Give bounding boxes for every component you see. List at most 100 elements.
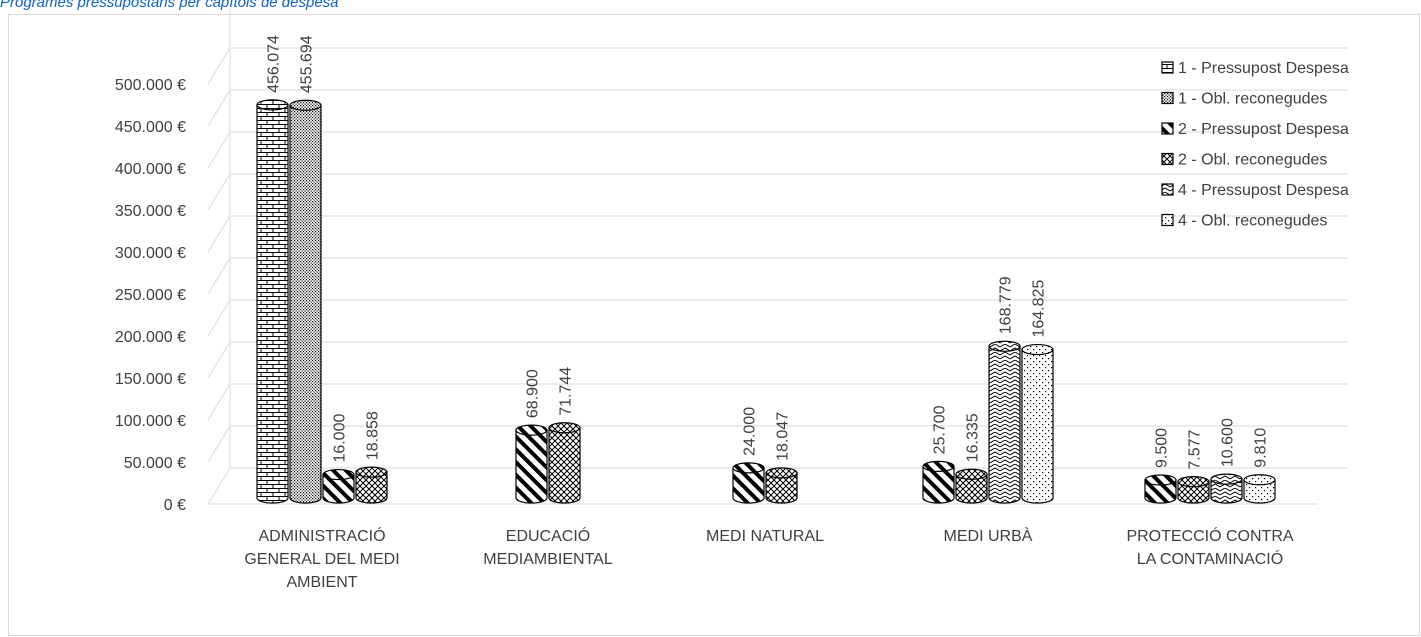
- bar-top: [1021, 343, 1054, 356]
- data-label: 7.577: [1187, 429, 1204, 469]
- gridline-depth: [207, 341, 231, 379]
- legend-item: 2 - Obl. reconegudes: [1161, 152, 1327, 169]
- data-label: 164.825: [1031, 280, 1048, 338]
- gridline-depth: [207, 257, 231, 295]
- gridline-depth: [207, 89, 231, 127]
- bar-top: [1177, 476, 1210, 488]
- page-title: Programes pressupostaris per capítols de…: [0, 0, 339, 11]
- bar-body: [355, 471, 388, 504]
- legend-label: 2 - Obl. reconegudes: [1178, 152, 1327, 169]
- bar-body: [765, 472, 798, 504]
- gridline-depth: [207, 299, 231, 337]
- bar-body: [1243, 479, 1276, 504]
- data-label: 9.810: [1253, 428, 1270, 468]
- legend-item: 1 - Obl. reconegudes: [1161, 91, 1327, 108]
- bar-top: [548, 422, 581, 434]
- bar-top: [955, 468, 988, 480]
- bar-body: [1021, 348, 1054, 504]
- y-tick-label: 350.000 €: [115, 203, 186, 220]
- data-label: 71.744: [558, 367, 575, 416]
- legend-item: 2 - Pressupost Despesa: [1161, 121, 1349, 138]
- legend-swatch: [1161, 183, 1174, 196]
- bar-body: [256, 104, 289, 504]
- bar-top: [355, 466, 388, 478]
- y-tick-label: 0 €: [164, 497, 186, 514]
- bar-body: [732, 467, 765, 504]
- bar: [1144, 474, 1177, 504]
- data-label: 24.000: [742, 407, 759, 456]
- data-label: 10.600: [1220, 418, 1237, 467]
- bar-top: [765, 467, 798, 479]
- bar: [1243, 474, 1276, 504]
- bar: [322, 468, 355, 504]
- legend-swatch: [1161, 152, 1174, 166]
- bar-top: [1243, 474, 1276, 486]
- legend-item: 1 - Pressupost Despesa: [1161, 60, 1349, 77]
- y-tick-label: 250.000 €: [115, 287, 186, 304]
- legend-item: 4 - Pressupost Despesa: [1161, 182, 1349, 199]
- x-tick-label: MEDI NATURAL: [706, 528, 824, 545]
- bar: [988, 340, 1021, 504]
- y-tick-label: 500.000 €: [115, 77, 186, 94]
- data-label: 455.694: [299, 35, 316, 93]
- legend-label: 4 - Obl. reconegudes: [1178, 213, 1327, 230]
- bar: [1210, 473, 1243, 504]
- bar-top: [256, 99, 289, 111]
- data-label: 9.500: [1154, 428, 1171, 468]
- bar: [289, 99, 322, 504]
- y-tick-label: 200.000 €: [115, 329, 186, 346]
- data-label: 18.858: [365, 411, 382, 460]
- legend-swatch: [1161, 122, 1174, 135]
- y-tick-label: 450.000 €: [115, 119, 186, 136]
- gridline-depth: [207, 131, 231, 169]
- bar: [1021, 343, 1054, 504]
- gridline-depth: [207, 467, 231, 505]
- bar: [256, 99, 289, 504]
- bar: [765, 467, 798, 504]
- legend-label: 1 - Pressupost Despesa: [1178, 60, 1349, 77]
- legend-swatch: [1161, 213, 1174, 227]
- bar-body: [515, 429, 548, 504]
- bar-body: [955, 473, 988, 504]
- bar-body: [1177, 481, 1210, 504]
- y-tick-label: 50.000 €: [124, 455, 186, 472]
- legend-swatch: [1161, 91, 1174, 105]
- data-label: 168.779: [998, 276, 1015, 334]
- data-label: 18.047: [775, 412, 792, 461]
- bar-body: [322, 473, 355, 504]
- bar-body: [289, 104, 322, 504]
- gridline-depth: [207, 383, 231, 421]
- bar-top: [922, 460, 955, 473]
- x-tick-label: MEDI URBÀ: [944, 526, 1033, 545]
- gridline-depth: [207, 173, 231, 211]
- y-tick-label: 150.000 €: [115, 371, 186, 388]
- gridline-depth: [207, 47, 231, 85]
- legend-swatch: [1161, 61, 1174, 74]
- bar-top: [322, 468, 355, 481]
- bar: [548, 422, 581, 504]
- gridline-depth: [207, 425, 231, 463]
- bar: [955, 468, 988, 504]
- data-label: 25.700: [932, 405, 949, 454]
- data-label: 16.335: [965, 413, 982, 462]
- bar-top: [1144, 474, 1177, 486]
- gridline-depth: [207, 215, 231, 253]
- chart-frame: [8, 14, 1420, 636]
- x-tick-label: EDUCACIÓ MEDIAMBIENTAL: [483, 526, 613, 568]
- bar-top: [1210, 473, 1243, 485]
- bar-body: [1144, 479, 1177, 504]
- bar-body: [548, 427, 581, 504]
- y-tick-label: 400.000 €: [115, 161, 186, 178]
- y-tick-label: 100.000 €: [115, 413, 186, 430]
- bar-top: [988, 340, 1021, 352]
- x-tick-label: ADMINISTRACIÓ GENERAL DEL MEDI AMBIENT: [244, 526, 399, 591]
- bar-body: [922, 465, 955, 504]
- bar: [515, 424, 548, 504]
- bar-top: [515, 424, 548, 436]
- data-label: 16.000: [332, 414, 349, 463]
- legend-label: 1 - Obl. reconegudes: [1178, 91, 1327, 108]
- legend-item: 4 - Obl. reconegudes: [1161, 213, 1327, 230]
- data-label: 456.074: [266, 35, 283, 93]
- bar-body: [1210, 478, 1243, 504]
